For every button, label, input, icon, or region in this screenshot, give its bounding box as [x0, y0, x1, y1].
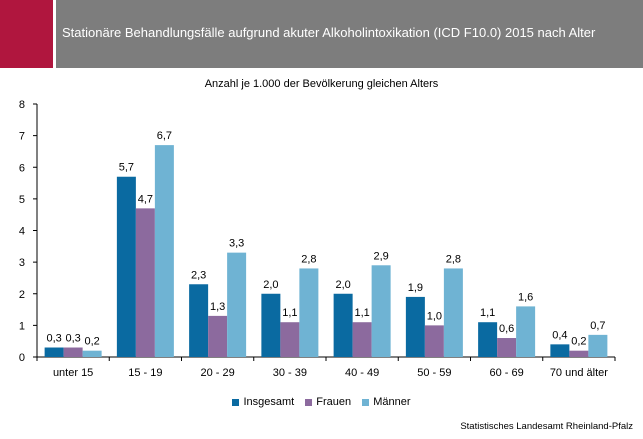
y-tick-label: 6 [19, 162, 25, 174]
bar [44, 347, 64, 357]
legend: Insgesamt Frauen Männer [0, 396, 643, 409]
data-label: 1,1 [354, 307, 369, 319]
bar [352, 322, 372, 357]
data-label: 0,2 [84, 336, 99, 348]
data-label: 0,7 [590, 320, 605, 332]
legend-item-frauen: Frauen [305, 396, 351, 408]
bar [588, 334, 608, 357]
bar [280, 322, 300, 357]
x-tick-label: 30 - 39 [273, 367, 307, 379]
bar [333, 293, 353, 357]
chart-subtitle: Anzahl je 1.000 der Bevölkerung gleichen… [204, 78, 439, 90]
data-label: 5,7 [119, 162, 134, 174]
bar [550, 344, 570, 357]
data-label: 0,2 [571, 336, 586, 348]
data-label: 1,9 [408, 282, 423, 294]
data-label: 1,3 [210, 301, 225, 313]
legend-item-maenner: Männer [362, 396, 411, 408]
y-tick-label: 0 [19, 352, 25, 364]
bar [208, 315, 228, 357]
data-label: 2,8 [446, 253, 461, 265]
source-note: Statistisches Landesamt Rheinland-Pfalz [460, 421, 633, 432]
x-tick-label: 70 und älter [550, 367, 608, 379]
data-label: 1,1 [480, 307, 495, 319]
bar [227, 252, 247, 357]
data-label: 2,0 [263, 279, 278, 291]
x-tick-label: 15 - 19 [128, 367, 162, 379]
bar [299, 268, 319, 357]
y-tick-label: 4 [19, 226, 25, 238]
bar [371, 265, 391, 357]
bar [569, 350, 589, 357]
bar [424, 325, 444, 357]
y-tick-label: 1 [19, 320, 25, 332]
bar [261, 293, 281, 357]
bar [405, 296, 425, 357]
x-tick-label: 40 - 49 [345, 367, 379, 379]
bar [478, 322, 498, 357]
x-tick-label: 60 - 69 [490, 367, 524, 379]
bar [189, 284, 209, 357]
bar [497, 338, 517, 357]
header-bar: Stationäre Behandlungsfälle aufgrund aku… [56, 0, 643, 68]
bar [443, 268, 463, 357]
bar [135, 208, 155, 357]
legend-swatch-insgesamt [232, 398, 240, 406]
data-label: 2,3 [191, 269, 206, 281]
legend-label-frauen: Frauen [316, 396, 352, 408]
legend-item-insgesamt: Insgesamt [232, 396, 294, 408]
chart-title: Stationäre Behandlungsfälle aufgrund aku… [62, 25, 596, 40]
data-label: 1,1 [282, 307, 297, 319]
bar [154, 145, 174, 357]
y-tick-label: 5 [19, 194, 25, 206]
data-label: 0,6 [499, 323, 514, 335]
y-tick-label: 3 [19, 257, 25, 269]
y-tick-label: 8 [19, 99, 25, 111]
bar [116, 176, 136, 357]
x-tick-label: unter 15 [53, 367, 93, 379]
legend-label-insgesamt: Insgesamt [243, 396, 295, 408]
data-label: 1,0 [427, 310, 442, 322]
y-tick-label: 7 [19, 131, 25, 143]
data-label: 0,3 [65, 333, 80, 345]
legend-swatch-frauen [305, 398, 313, 406]
x-tick-label: 20 - 29 [201, 367, 235, 379]
data-label: 2,9 [373, 250, 388, 262]
data-label: 2,8 [301, 253, 316, 265]
data-label: 0,4 [552, 329, 567, 341]
data-label: 6,7 [157, 130, 172, 142]
data-label: 2,0 [335, 279, 350, 291]
legend-label-maenner: Männer [373, 396, 411, 408]
bar [516, 306, 536, 357]
legend-swatch-maenner [362, 398, 370, 406]
data-label: 3,3 [229, 238, 244, 250]
y-tick-label: 2 [19, 289, 25, 301]
data-label: 1,6 [518, 291, 533, 303]
bar [63, 347, 83, 357]
data-label: 0,3 [46, 333, 61, 345]
x-tick-label: 50 - 59 [417, 367, 451, 379]
data-label: 4,7 [138, 193, 153, 205]
header-accent-block [0, 0, 53, 68]
bar [82, 350, 102, 357]
